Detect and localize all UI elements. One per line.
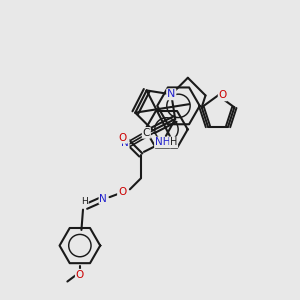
- Text: N: N: [121, 138, 129, 148]
- Text: N: N: [99, 194, 107, 204]
- Text: O: O: [118, 188, 126, 197]
- Text: NH: NH: [155, 137, 170, 148]
- Text: O: O: [219, 91, 227, 100]
- Text: H: H: [81, 197, 88, 206]
- Text: N: N: [167, 89, 176, 99]
- Text: H: H: [170, 137, 177, 148]
- Text: O: O: [119, 133, 127, 143]
- Text: O: O: [76, 270, 84, 280]
- Text: C: C: [142, 128, 150, 138]
